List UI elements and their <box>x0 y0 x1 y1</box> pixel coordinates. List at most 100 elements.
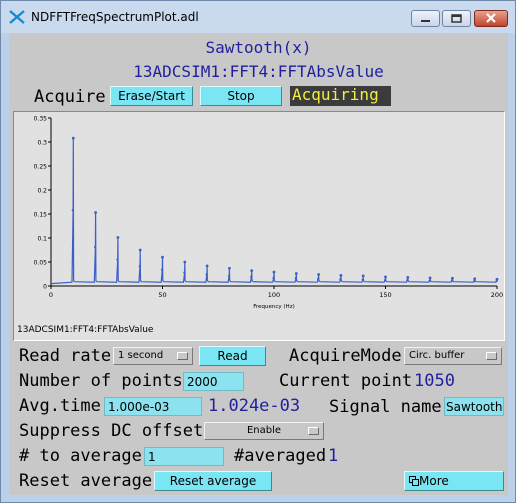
num-points-label: Number of points <box>19 371 183 391</box>
peak-point <box>473 277 477 281</box>
more-button[interactable]: More <box>404 471 504 491</box>
avg-time-input[interactable]: 1.000e-03 <box>104 397 202 416</box>
maximize-button[interactable] <box>442 10 471 27</box>
current-point-label: Current point <box>279 371 413 391</box>
peak-point <box>161 255 164 259</box>
menu-indicator-icon <box>308 427 319 435</box>
avg-time-label: Avg.time <box>19 396 101 416</box>
read-rate-value: 1 second <box>118 350 164 361</box>
secondary-point <box>473 280 476 283</box>
secondary-point <box>383 279 387 282</box>
secondary-point <box>339 278 342 281</box>
secondary-point <box>160 268 164 271</box>
menu-indicator-icon <box>486 352 497 360</box>
read-button[interactable]: Read <box>199 346 266 366</box>
peak-point <box>272 270 276 274</box>
acquire-mode-value: Circ. buffer <box>409 350 465 361</box>
x-tick-label: 100 <box>268 291 280 299</box>
x-axis-label: Frequency (Hz) <box>253 304 294 310</box>
acquire-mode-label: AcquireMode <box>289 346 402 366</box>
more-label: More <box>419 474 449 488</box>
spectrum-line <box>50 138 498 285</box>
suppress-dc-value: Enable <box>246 425 282 436</box>
peak-point <box>317 273 320 276</box>
read-rate-menu[interactable]: 1 second <box>113 347 193 365</box>
averaged-label: #averaged <box>234 446 327 466</box>
y-tick-label: 0.1 <box>37 236 47 243</box>
y-tick-label: 0.05 <box>34 260 48 267</box>
y-tick-label: 0.15 <box>34 212 48 219</box>
y-tick-label: 0.35 <box>34 116 48 123</box>
peak-point <box>228 266 231 270</box>
secondary-point <box>71 209 74 212</box>
signal-name-input[interactable]: Sawtooth <box>444 397 504 416</box>
secondary-point <box>227 274 230 278</box>
secondary-point <box>450 279 453 282</box>
acquire-status: Acquiring <box>290 86 391 106</box>
secondary-point <box>361 278 364 281</box>
close-icon <box>486 13 496 23</box>
minimize-button[interactable] <box>411 10 440 27</box>
secondary-point <box>428 279 431 282</box>
peak-point <box>94 211 97 214</box>
y-tick-label: 0 <box>43 284 47 291</box>
minimize-icon <box>421 20 430 22</box>
acquire-mode-menu[interactable]: Circ. buffer <box>404 347 502 365</box>
averaged-value: 1 <box>328 446 339 466</box>
peak-point <box>495 277 499 281</box>
x-tick-label: 200 <box>491 291 503 299</box>
current-point-value: 1050 <box>414 371 455 391</box>
related-display-icon <box>409 476 419 486</box>
reset-average-button[interactable]: Reset average <box>154 471 272 491</box>
secondary-point <box>183 271 186 274</box>
secondary-point <box>94 246 97 249</box>
peak-point <box>138 248 142 252</box>
suppress-dc-label: Suppress DC offset <box>19 421 204 441</box>
fft-chart: 0 0.05 0.1 0.15 0.2 0.25 0.3 0.35 0 50 100 150 200 Fr… <box>34 116 504 311</box>
plot-footer-label: 13ADCSIM1:FFT4:FFTAbsValue <box>17 325 154 335</box>
x-tick-label: 50 <box>158 291 166 299</box>
peak-point <box>71 136 75 140</box>
secondary-point <box>495 280 498 283</box>
peak-point <box>428 276 432 280</box>
secondary-point <box>116 258 119 261</box>
signal-name-label: Signal name <box>329 397 442 417</box>
y-tick-label: 0.25 <box>34 164 48 171</box>
peak-point <box>361 274 365 278</box>
peak-point <box>116 236 120 239</box>
acquire-label: Acquire <box>34 87 106 107</box>
stop-button[interactable]: Stop <box>200 86 282 106</box>
close-button[interactable] <box>474 10 508 27</box>
peak-point <box>294 272 298 275</box>
plot-panel: 0 0.05 0.1 0.15 0.2 0.25 0.3 0.35 0 50 100 150 200 Fr… <box>13 111 505 341</box>
secondary-point <box>205 273 208 276</box>
peak-point <box>183 260 187 264</box>
maximize-icon <box>451 14 462 23</box>
avg-time-readback: 1.024e-03 <box>208 396 301 416</box>
y-tick-label: 0.2 <box>37 188 47 195</box>
x-tick-label: 0 <box>49 291 53 299</box>
peak-point <box>250 269 254 273</box>
window-title: NDFFTFreqSpectrumPlot.adl <box>31 10 199 24</box>
secondary-point <box>317 277 320 280</box>
to-average-label: # to average <box>19 446 142 466</box>
peak-point <box>384 275 387 279</box>
secondary-point <box>138 265 141 268</box>
x-app-icon <box>9 10 25 24</box>
num-points-input[interactable]: 2000 <box>183 372 244 391</box>
suppress-dc-menu[interactable]: Enable <box>204 422 324 440</box>
title-bar: NDFFTFreqSpectrumPlot.adl <box>1 1 515 33</box>
erase-start-button[interactable]: Erase/Start <box>110 86 193 106</box>
pv-title: 13ADCSIM1:FFT4:FFTAbsValue <box>133 62 384 81</box>
secondary-point <box>406 279 409 282</box>
to-average-input[interactable]: 1 <box>144 447 224 466</box>
secondary-point <box>272 276 275 279</box>
read-rate-label: Read rate <box>19 346 112 366</box>
reset-average-label: Reset average <box>19 471 153 491</box>
secondary-point <box>294 277 297 280</box>
secondary-point <box>250 275 253 278</box>
y-tick-label: 0.3 <box>37 140 47 147</box>
peak-point <box>406 275 410 279</box>
x-tick-label: 150 <box>379 291 391 299</box>
